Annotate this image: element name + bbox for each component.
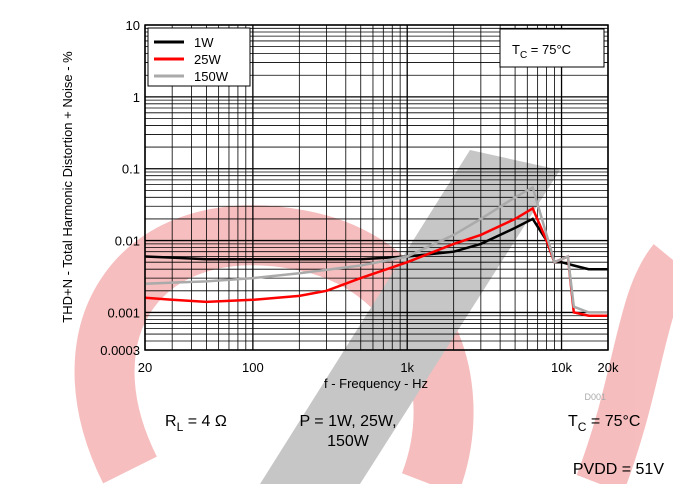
series-line (144, 217, 608, 271)
rl-note: RL = 4 Ω (165, 413, 227, 434)
y-tick-label: 0.0003 (100, 343, 140, 358)
x-tick-label: 1k (400, 360, 414, 375)
y-tick-label: 10 (126, 18, 140, 33)
x-tick-label: 10k (551, 360, 572, 375)
legend-label: 25W (194, 52, 221, 67)
x-tick-label: 20 (138, 360, 152, 375)
x-tick-label: 20k (598, 360, 619, 375)
plot-frame (144, 24, 609, 351)
pvdd-note: PVDD = 51V (573, 461, 664, 478)
y-tick-label: 1 (133, 90, 140, 105)
legend: 1W 25W 150W (147, 27, 251, 87)
legend-label: 150W (194, 69, 229, 84)
y-tick-label: 0.01 (115, 234, 140, 249)
y-tick-label: 0.001 (107, 305, 140, 320)
lines (144, 185, 608, 317)
legend-label: 1W (194, 35, 214, 50)
watermark (74, 150, 673, 484)
power-note: P = 1W, 25W, (299, 413, 396, 430)
series-line (144, 185, 608, 314)
power-note: 150W (327, 433, 370, 450)
x-axis-label: f - Frequency - Hz (324, 376, 428, 391)
y-tick-label: 0.1 (122, 162, 140, 177)
y-axis-label: THD+N - Total Harmonic Distortion + Nois… (60, 51, 75, 323)
x-tick-label: 100 (242, 360, 264, 375)
figure-code: D001 (584, 392, 606, 402)
tc-note: TC = 75°C (568, 413, 640, 434)
inset-box (499, 28, 605, 68)
inset-text: TC = 75°C (512, 42, 571, 61)
